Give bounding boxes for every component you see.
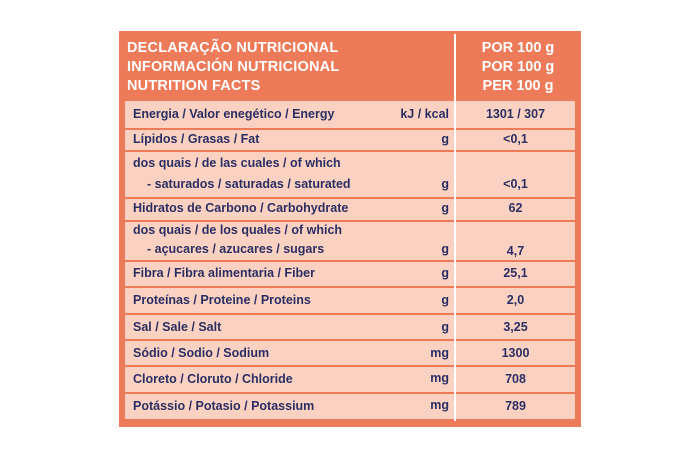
row-label: dos quais / de las cuales / of which xyxy=(133,156,341,170)
table-row-fiber: Fibra / Fibra alimentaria / Fiber g 25,1 xyxy=(125,262,575,286)
table-header: DECLARAÇÃO NUTRICIONAL INFORMACIÓN NUTRI… xyxy=(119,31,581,101)
row-label: Fibra / Fibra alimentaria / Fiber xyxy=(133,266,315,280)
row-unit: g xyxy=(441,242,449,256)
table-row-saturated: dos quais / de las cuales / of which - s… xyxy=(125,152,575,197)
row-sublabel: - açucares / azucares / sugars xyxy=(147,242,325,256)
row-label: Sal / Sale / Salt xyxy=(133,320,222,334)
table-row-sugars: dos quais / de los quales / of which - a… xyxy=(125,222,575,260)
header-title-en: NUTRITION FACTS xyxy=(127,78,261,94)
table-row-salt: Sal / Sale / Salt g 3,25 xyxy=(125,315,575,339)
header-per-pt: POR 100 g xyxy=(481,40,555,56)
row-label: Proteínas / Proteine / Proteins xyxy=(133,293,311,307)
table-row-energy: Energia / Valor enegético / Energy kJ / … xyxy=(125,101,575,128)
row-label: Cloreto / Cloruto / Chloride xyxy=(133,372,293,386)
row-label: dos quais / de los quales / of which xyxy=(133,223,343,237)
header-title: DECLARAÇÃO NUTRICIONAL INFORMACIÓN NUTRI… xyxy=(127,39,437,96)
row-value: 3,25 xyxy=(503,320,528,334)
row-unit: g xyxy=(441,132,449,146)
header-per-en: PER 100 g xyxy=(482,78,554,94)
nutrition-table: DECLARAÇÃO NUTRICIONAL INFORMACIÓN NUTRI… xyxy=(119,31,581,427)
row-label: Sódio / Sodio / Sodium xyxy=(133,346,270,360)
row-unit: kJ / kcal xyxy=(400,107,449,121)
header-title-es: INFORMACIÓN NUTRICIONAL xyxy=(127,59,340,75)
row-value: <0,1 xyxy=(503,132,528,146)
row-value: 789 xyxy=(505,399,526,413)
row-label: Energia / Valor enegético / Energy xyxy=(133,107,335,121)
row-sublabel: - saturados / saturadas / saturated xyxy=(147,177,351,191)
row-label: Lípidos / Grasas / Fat xyxy=(133,132,260,146)
header-per-100g: POR 100 g POR 100 g PER 100 g xyxy=(455,39,581,96)
row-value: 1301 / 307 xyxy=(485,107,546,121)
row-label: Potássio / Potasio / Potassium xyxy=(133,399,315,413)
table-row-proteins: Proteínas / Proteine / Proteins g 2,0 xyxy=(125,288,575,313)
column-divider xyxy=(454,34,456,421)
row-value: <0,1 xyxy=(503,177,528,191)
row-value: 62 xyxy=(508,201,523,215)
row-value: 708 xyxy=(505,372,526,386)
table-row-fat: Lípidos / Grasas / Fat g <0,1 xyxy=(125,130,575,150)
row-unit: g xyxy=(441,266,449,280)
row-unit: mg xyxy=(430,371,449,385)
row-unit: g xyxy=(441,320,449,334)
row-value: 1300 xyxy=(501,346,530,360)
table-row-chloride: Cloreto / Cloruto / Chloride mg 708 xyxy=(125,367,575,392)
table-row-carbohydrate: Hidratos de Carbono / Carbohydrate g 62 xyxy=(125,199,575,220)
table-row-potassium: Potássio / Potasio / Potassium mg 789 xyxy=(125,394,575,419)
row-value: 4,7 xyxy=(506,244,525,258)
header-title-pt: DECLARAÇÃO NUTRICIONAL xyxy=(127,40,339,56)
row-unit: mg xyxy=(430,398,449,412)
row-unit: g xyxy=(441,201,449,215)
table-row-sodium: Sódio / Sodio / Sodium mg 1300 xyxy=(125,341,575,365)
row-unit: g xyxy=(441,293,449,307)
row-unit: mg xyxy=(430,346,449,360)
row-label: Hidratos de Carbono / Carbohydrate xyxy=(133,201,349,215)
row-value: 2,0 xyxy=(506,293,525,307)
header-per-es: POR 100 g xyxy=(481,59,555,75)
row-value: 25,1 xyxy=(503,266,528,280)
row-unit: g xyxy=(441,177,449,191)
